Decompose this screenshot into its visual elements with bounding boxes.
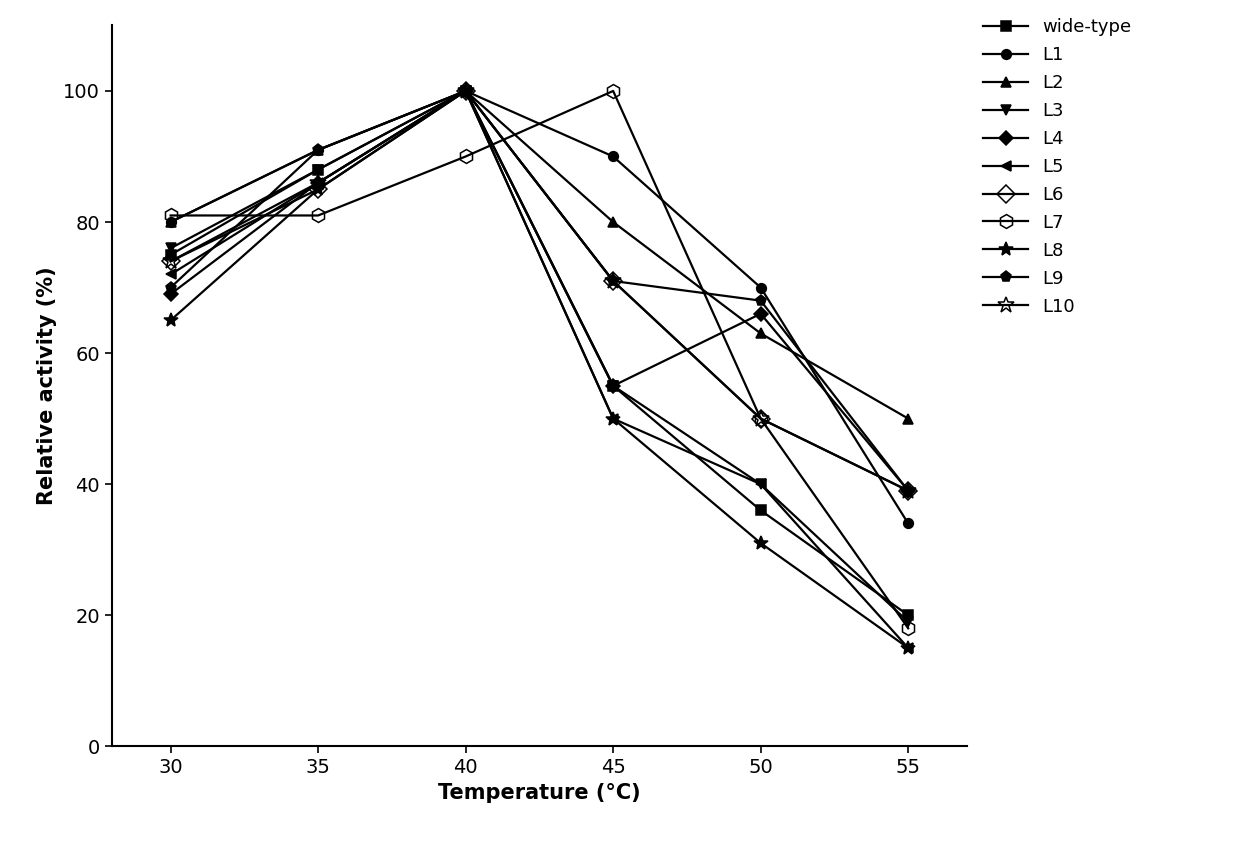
L4 (900, 486, 915, 496)
L3 (900, 616, 915, 627)
Line: L2: L2 (166, 86, 913, 423)
Y-axis label: Relative activity (%): Relative activity (%) (37, 266, 57, 505)
L2 (900, 414, 915, 424)
L6 (605, 276, 620, 286)
L3 (753, 479, 768, 489)
Line: L3: L3 (166, 86, 913, 627)
L9 (900, 486, 915, 496)
Line: L7: L7 (164, 84, 915, 635)
wide-type (605, 381, 620, 391)
L10 (311, 177, 326, 187)
L6 (164, 256, 179, 266)
L4 (164, 289, 179, 299)
L5 (459, 86, 474, 96)
L3 (164, 243, 179, 254)
L2 (164, 217, 179, 227)
L5 (605, 414, 620, 424)
L8 (900, 643, 915, 653)
L2 (311, 145, 326, 155)
Line: L5: L5 (166, 86, 913, 653)
L7 (753, 414, 768, 424)
L1 (605, 152, 620, 162)
Legend: wide-type, L1, L2, L3, L4, L5, L6, L7, L8, L9, L10: wide-type, L1, L2, L3, L4, L5, L6, L7, L… (976, 11, 1138, 323)
Line: L4: L4 (166, 86, 913, 495)
L4 (459, 86, 474, 96)
L10 (459, 86, 474, 96)
L9 (605, 276, 620, 286)
L6 (459, 86, 474, 96)
L9 (753, 296, 768, 306)
L6 (753, 414, 768, 424)
L8 (164, 315, 179, 326)
L9 (164, 282, 179, 293)
L8 (753, 538, 768, 548)
L3 (605, 381, 620, 391)
Line: L9: L9 (165, 86, 914, 496)
L8 (605, 414, 620, 424)
L7 (900, 623, 915, 633)
L1 (459, 86, 474, 96)
L10 (753, 414, 768, 424)
L7 (605, 86, 620, 96)
L5 (753, 479, 768, 489)
L5 (164, 270, 179, 280)
L3 (459, 86, 474, 96)
Line: L1: L1 (166, 86, 913, 528)
L4 (311, 177, 326, 187)
Line: L10: L10 (162, 82, 916, 499)
wide-type (164, 249, 179, 259)
wide-type (459, 86, 474, 96)
L2 (753, 328, 768, 338)
L5 (900, 643, 915, 653)
L7 (459, 152, 474, 162)
L1 (900, 518, 915, 528)
L2 (459, 86, 474, 96)
L7 (164, 210, 179, 220)
wide-type (753, 505, 768, 516)
L4 (753, 309, 768, 319)
L1 (311, 145, 326, 155)
L6 (311, 184, 326, 194)
L9 (459, 86, 474, 96)
Line: L6: L6 (165, 85, 914, 497)
Line: L8: L8 (164, 84, 915, 655)
L10 (900, 486, 915, 496)
L6 (900, 486, 915, 496)
L5 (311, 177, 326, 187)
L4 (605, 381, 620, 391)
L7 (311, 210, 326, 220)
L8 (311, 184, 326, 194)
L8 (459, 86, 474, 96)
L2 (605, 217, 620, 227)
L1 (164, 217, 179, 227)
wide-type (900, 610, 915, 620)
wide-type (311, 165, 326, 175)
Line: wide-type: wide-type (166, 86, 913, 620)
L10 (164, 256, 179, 266)
L1 (753, 282, 768, 293)
X-axis label: Temperature (°C): Temperature (°C) (438, 783, 641, 802)
L9 (311, 145, 326, 155)
L10 (605, 276, 620, 286)
L3 (311, 165, 326, 175)
